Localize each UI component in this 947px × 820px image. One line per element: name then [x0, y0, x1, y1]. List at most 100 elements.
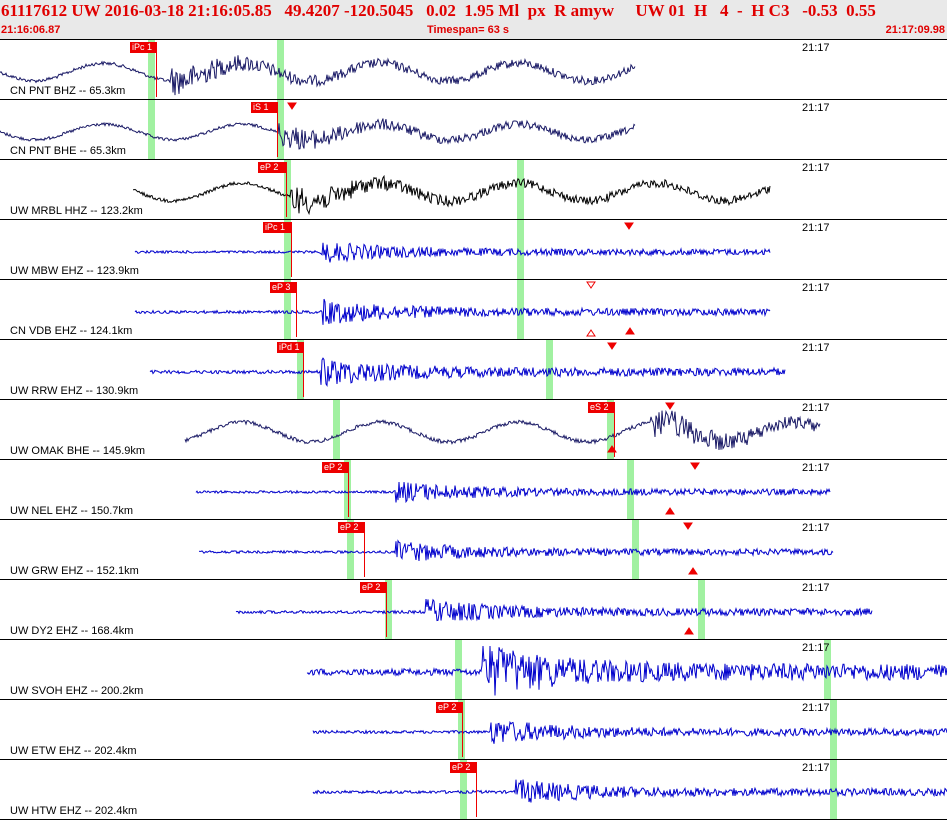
theoretical-arrival-bar — [148, 40, 155, 99]
theoretical-arrival-bar — [830, 700, 837, 759]
pick-line[interactable] — [614, 413, 615, 457]
theoretical-arrival-bar — [347, 520, 354, 579]
waveform-trace — [312, 779, 947, 803]
trace-time-label: 21:17 — [802, 402, 830, 414]
pick-line[interactable] — [277, 113, 278, 157]
triangle-up-icon — [684, 627, 694, 635]
triangle-up-icon — [586, 329, 596, 337]
waveform-trace — [235, 598, 873, 622]
station-channel-label: UW GRW EHZ -- 152.1km — [10, 565, 139, 577]
trace-time-label: 21:17 — [802, 462, 830, 474]
waveform-trace — [0, 118, 636, 150]
event-summary-line: 61117612 UW 2016-03-18 21:16:05.85 49.42… — [1, 1, 876, 20]
pick-line[interactable] — [291, 233, 292, 277]
trace-time-label: 21:17 — [802, 582, 830, 594]
triangle-down-icon — [586, 281, 596, 289]
theoretical-arrival-bar — [297, 340, 304, 399]
trace-time-label: 21:17 — [802, 222, 830, 234]
theoretical-arrival-bar — [277, 100, 284, 159]
station-channel-label: UW NEL EHZ -- 150.7km — [10, 505, 134, 517]
waveform — [312, 779, 947, 803]
theoretical-arrival-bar — [458, 700, 465, 759]
waveform-trace — [134, 298, 771, 325]
phase-pick-flag[interactable]: iS 1 — [251, 102, 278, 113]
trace-panel[interactable]: eS 2 21:17 UW OMAK BHE -- 145.9km — [0, 400, 947, 460]
trace-time-label: 21:17 — [802, 162, 830, 174]
pick-line[interactable] — [476, 773, 477, 817]
seismogram-panel-stack[interactable]: iPc 1 21:17 CN PNT BHZ -- 65.3km iS 1 21:17 C… — [0, 40, 947, 820]
trace-panel[interactable]: iPc 1 21:17 UW MBW EHZ -- 123.9km — [0, 220, 947, 280]
waveform — [133, 174, 771, 216]
trace-panel[interactable]: eP 2 21:17 UW DY2 EHZ -- 168.4km — [0, 580, 947, 640]
trace-panel[interactable]: iPc 1 21:17 CN PNT BHZ -- 65.3km — [0, 40, 947, 100]
waveform — [0, 55, 636, 96]
station-channel-label: UW DY2 EHZ -- 168.4km — [10, 625, 134, 637]
waveform-trace — [195, 481, 831, 504]
waveform — [235, 598, 873, 635]
theoretical-arrival-bar — [277, 40, 284, 99]
triangle-down-icon — [287, 102, 297, 110]
theoretical-arrival-bar — [517, 220, 524, 279]
waveform — [134, 222, 771, 263]
trace-time-label: 21:17 — [802, 762, 830, 774]
waveform-trace — [149, 357, 786, 388]
station-channel-label: CN VDB EHZ -- 124.1km — [10, 325, 133, 337]
phase-pick-flag[interactable]: eP 2 — [322, 462, 349, 473]
waveform-trace — [184, 409, 821, 451]
trace-panel[interactable]: iPd 1 21:17 UW RRW EHZ -- 130.9km — [0, 340, 947, 400]
phase-pick-flag[interactable]: eP 2 — [360, 582, 387, 593]
trace-time-label: 21:17 — [802, 342, 830, 354]
pick-line[interactable] — [303, 353, 304, 397]
trace-time-label: 21:17 — [802, 282, 830, 294]
theoretical-arrival-bar — [385, 580, 392, 639]
trace-panel[interactable]: eP 2 21:17 UW GRW EHZ -- 152.1km — [0, 520, 947, 580]
phase-pick-flag[interactable]: iPd 1 — [277, 342, 304, 353]
pick-line[interactable] — [462, 713, 463, 757]
phase-pick-flag[interactable]: iPc 1 — [130, 42, 157, 53]
phase-pick-flag[interactable]: iPc 1 — [263, 222, 292, 233]
pick-line[interactable] — [296, 293, 297, 337]
station-channel-label: UW OMAK BHE -- 145.9km — [10, 445, 146, 457]
window-end-time: 21:17:09.98 — [885, 24, 945, 36]
theoretical-arrival-bar — [517, 160, 524, 219]
trace-panel[interactable]: eP 3 21:17 CN VDB EHZ -- 124.1km — [0, 280, 947, 340]
theoretical-arrival-bar — [333, 400, 340, 459]
phase-pick-flag[interactable]: eP 2 — [258, 162, 287, 173]
trace-time-label: 21:17 — [802, 642, 830, 654]
waveform — [198, 522, 834, 575]
waveform-trace — [134, 242, 771, 263]
theoretical-arrival-bar — [284, 280, 291, 339]
theoretical-arrival-bar — [460, 760, 467, 819]
waveform-trace — [198, 539, 834, 562]
triangle-down-icon — [683, 522, 693, 530]
waveform — [149, 342, 786, 388]
trace-panel[interactable]: iS 1 21:17 CN PNT BHE -- 65.3km — [0, 100, 947, 160]
trace-panel[interactable]: eP 2 21:17 UW HTW EHZ -- 202.4km — [0, 760, 947, 820]
trace-panel[interactable]: 21:17 UW SVOH EHZ -- 200.2km — [0, 640, 947, 700]
waveform — [134, 281, 771, 337]
triangle-up-icon — [688, 567, 698, 575]
phase-pick-flag[interactable]: eP 2 — [450, 762, 477, 773]
pick-line[interactable] — [286, 173, 287, 217]
pick-line[interactable] — [156, 53, 157, 97]
phase-pick-flag[interactable]: eP 3 — [270, 282, 297, 293]
triangle-down-icon — [607, 342, 617, 350]
waveform-trace — [133, 174, 771, 216]
trace-panel[interactable]: eP 2 21:17 UW NEL EHZ -- 150.7km — [0, 460, 947, 520]
trace-panel[interactable]: eP 2 21:17 UW MRBL HHZ -- 123.2km — [0, 160, 947, 220]
phase-pick-flag[interactable]: eP 2 — [338, 522, 365, 533]
theoretical-arrival-bar — [698, 580, 705, 639]
trace-panel[interactable]: eP 2 21:17 UW ETW EHZ -- 202.4km — [0, 700, 947, 760]
theoretical-arrival-bar — [284, 160, 291, 219]
trace-time-label: 21:17 — [802, 702, 830, 714]
phase-pick-flag[interactable]: eS 2 — [588, 402, 615, 413]
pick-line[interactable] — [364, 533, 365, 577]
pick-line[interactable] — [348, 473, 349, 517]
phase-pick-flag[interactable]: eP 2 — [436, 702, 463, 713]
waveform — [0, 102, 636, 150]
station-channel-label: UW SVOH EHZ -- 200.2km — [10, 685, 144, 697]
triangle-down-icon — [624, 222, 634, 230]
trace-time-label: 21:17 — [802, 42, 830, 54]
pick-line[interactable] — [386, 593, 387, 637]
waveform — [312, 720, 947, 744]
